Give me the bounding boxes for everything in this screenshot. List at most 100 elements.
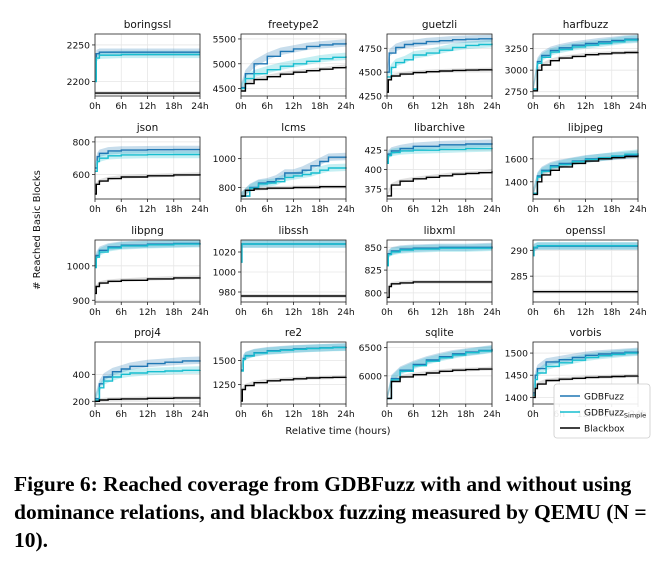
series-line (95, 153, 200, 172)
x-tick-label: 6h (407, 307, 419, 318)
x-tick-label: 6h (407, 409, 419, 420)
series-line (387, 43, 493, 78)
series-line (95, 53, 200, 83)
series-line (387, 143, 493, 163)
x-tick-label: 18h (311, 409, 329, 420)
x-tick-label: 24h (337, 204, 355, 215)
x-tick-label: 6h (261, 204, 273, 215)
series-band (241, 240, 346, 266)
subplot-freetype2: freetype2 4500 5000 5500 0h 6h 12h 18h 24h (213, 19, 355, 112)
x-tick-label: 0h (527, 307, 539, 318)
x-tick-label: 12h (285, 204, 303, 215)
x-tick-label: 18h (165, 307, 183, 318)
x-tick-label: 6h (115, 101, 127, 112)
legend-label: Blackbox (584, 425, 625, 435)
x-tick-label: 6h (553, 204, 565, 215)
subplot-libjpeg: libjpeg 1400 1600 0h 6h 12h 18h 24h (505, 122, 647, 215)
subplot-title: re2 (285, 327, 302, 339)
y-tick-label: 1500 (505, 349, 529, 360)
subplot-libxml: libxml 800 825 850 0h 6h 12h 18h 24h (364, 225, 500, 318)
x-tick-label: 12h (139, 307, 157, 318)
series-band (95, 356, 200, 403)
subplot-title: lcms (281, 122, 305, 134)
subplot-title: libjpeg (568, 122, 603, 134)
series-line (387, 38, 493, 73)
legend-box (553, 383, 651, 439)
series-band (533, 150, 638, 197)
x-tick-label: 0h (381, 409, 393, 420)
x-tick-label: 6h (553, 307, 565, 318)
subplot-title: libssh (278, 225, 308, 237)
x-tick-label: 24h (191, 204, 209, 215)
y-tick-label: 900 (72, 296, 90, 307)
series-line (533, 245, 638, 257)
y-tick-label: 1400 (505, 177, 529, 188)
subplot-title: freetype2 (268, 19, 319, 31)
y-tick-label: 825 (364, 266, 382, 277)
series-line (533, 51, 639, 92)
x-tick-label: 24h (191, 409, 209, 420)
x-tick-label: 0h (235, 307, 247, 318)
x-tick-label: 0h (527, 204, 539, 215)
figure-caption: Figure 6: Reached coverage from GDBFuzz … (14, 472, 647, 552)
x-tick-label: 24h (483, 101, 501, 112)
subplot-title: openssl (565, 225, 605, 237)
y-tick-label: 5000 (213, 59, 237, 70)
x-tick-label: 0h (89, 307, 101, 318)
x-tick-label: 18h (457, 409, 475, 420)
y-tick-label: 1000 (67, 261, 91, 272)
x-tick-label: 6h (261, 409, 273, 420)
x-tick-label: 0h (381, 101, 393, 112)
x-tick-label: 24h (337, 307, 355, 318)
subplot-libarchive: libarchive 375 400 425 0h 6h 12h 18h 24h (364, 122, 500, 215)
y-tick-label: 800 (364, 288, 382, 299)
x-tick-label: 18h (457, 204, 475, 215)
series-band (241, 240, 346, 266)
subplot-title: libxml (424, 225, 456, 237)
x-tick-label: 0h (527, 409, 539, 420)
subplot-title: json (136, 122, 158, 134)
y-tick-label: 800 (218, 183, 236, 194)
y-tick-label: 6000 (359, 371, 383, 382)
series-line (241, 66, 347, 92)
x-tick-label: 24h (629, 307, 647, 318)
x-tick-label: 18h (165, 101, 183, 112)
x-tick-label: 6h (115, 409, 127, 420)
legend: GDBFuzz GDBFuzzSimple Blackbox (553, 383, 651, 439)
subplot-re2: re2 1250 1500 0h 6h 12h 18h 24h (213, 327, 355, 420)
x-tick-label: 12h (577, 204, 595, 215)
y-tick-label: 1000 (213, 154, 237, 165)
y-tick-label: 4500 (213, 84, 237, 95)
series-line (95, 148, 200, 169)
y-tick-label: 3250 (505, 44, 529, 55)
y-tick-label: 850 (364, 243, 382, 254)
x-tick-label: 0h (89, 204, 101, 215)
legend-label: GDBFuzz (584, 393, 624, 403)
legend-label: GDBFuzzSimple (584, 409, 646, 420)
y-tick-label: 1400 (505, 393, 529, 404)
y-tick-label: 600 (72, 170, 90, 181)
x-tick-label: 0h (381, 204, 393, 215)
x-tick-label: 6h (115, 204, 127, 215)
x-tick-label: 18h (165, 409, 183, 420)
series-line (533, 39, 639, 90)
series-line (95, 369, 201, 401)
y-tick-label: 2750 (505, 87, 529, 98)
series-line (241, 167, 347, 197)
x-tick-label: 12h (285, 307, 303, 318)
y-tick-label: 200 (72, 397, 90, 408)
y-tick-label: 800 (72, 137, 90, 148)
series-line (241, 346, 347, 372)
y-tick-label: 2200 (67, 77, 91, 88)
subplot-title: libpng (131, 225, 163, 237)
x-tick-label: 0h (235, 204, 247, 215)
subplot-title: boringssl (124, 19, 172, 31)
x-tick-label: 6h (261, 101, 273, 112)
subplot-title: guetzli (422, 19, 457, 31)
x-tick-label: 24h (483, 409, 501, 420)
series-line (95, 397, 201, 402)
y-tick-label: 425 (364, 146, 382, 157)
y-tick-label: 6500 (359, 343, 383, 354)
series-line (533, 375, 639, 399)
x-tick-label: 12h (431, 101, 449, 112)
